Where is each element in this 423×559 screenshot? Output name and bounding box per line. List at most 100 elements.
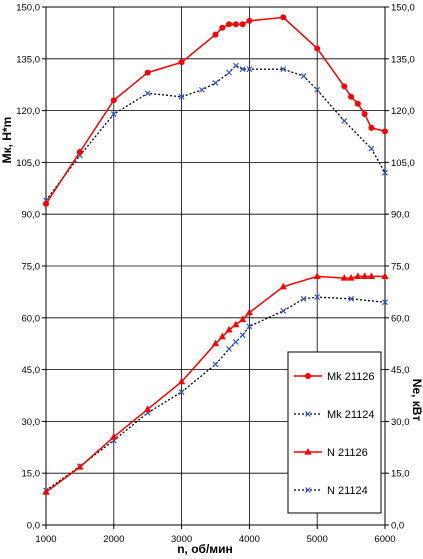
data-point-n-21126: [381, 272, 389, 279]
y-tick-label-right: 120,0: [391, 106, 415, 117]
y-axis-title-right: Ne, кВт: [410, 379, 423, 422]
data-point-mk-21126: [354, 100, 361, 107]
legend-box: [287, 351, 382, 514]
y-tick-label-right: 15,0: [391, 469, 410, 480]
y-tick-label-left: 0,0: [27, 521, 40, 532]
series-n-21126: [42, 272, 389, 495]
data-point-n-21126: [42, 488, 50, 495]
data-point-mk-21126: [226, 21, 233, 28]
legend-label-n-21124: N 21124: [327, 485, 368, 497]
data-point-mk-21126: [178, 59, 185, 66]
data-point-n-21124: [300, 295, 307, 302]
y-tick-label-right: 105,0: [391, 158, 415, 169]
data-point-n-21124: [178, 389, 185, 395]
data-point-n-21124: [239, 332, 246, 338]
y-tick-label-left: 30,0: [22, 417, 41, 428]
y-tick-label-left: 135,0: [16, 54, 40, 65]
data-point-mk-21126: [246, 17, 253, 24]
x-tick-label: 3000: [171, 534, 192, 545]
data-point-mk-21126: [280, 14, 287, 21]
data-point-n-21126: [361, 272, 369, 279]
data-point-mk-21126: [239, 21, 246, 28]
legend-marker-mk-21124: [305, 411, 311, 417]
y-tick-label-left: 15,0: [22, 469, 41, 480]
data-point-mk-21126: [368, 124, 375, 131]
y-tick-label-left: 120,0: [16, 106, 40, 117]
x-tick-label: 2000: [103, 534, 124, 545]
data-point-n-21126: [279, 282, 287, 290]
legend-label-mk-21124: Mk 21124: [327, 409, 375, 421]
y-tick-label-right: 90,0: [391, 210, 410, 221]
data-point-mk-21124: [382, 169, 388, 176]
data-point-n-21126: [340, 274, 348, 281]
y-axis-title-left: Mк, Н*m: [0, 117, 14, 164]
data-point-n-21126: [354, 272, 362, 279]
y-tick-label-right: 150,0: [391, 3, 415, 14]
data-point-n-21126: [367, 272, 376, 279]
data-point-mk-21126: [382, 128, 388, 135]
data-point-mk-21126: [212, 31, 219, 38]
data-point-n-21126: [232, 320, 240, 328]
legend: Mk 21126 Mk 21124 N 21126 N 21124: [287, 351, 382, 514]
data-point-mk-21124: [232, 62, 239, 69]
x-tick-label: 6000: [374, 534, 395, 545]
data-point-mk-21124: [199, 86, 205, 93]
data-point-n-21124: [280, 307, 287, 314]
data-point-mk-21126: [341, 83, 348, 90]
data-point-n-21126: [245, 308, 253, 316]
y-tick-label-right: 45,0: [391, 365, 410, 376]
data-point-mk-21126: [144, 69, 151, 76]
data-point-n-21126: [313, 272, 321, 279]
data-point-mk-21124: [144, 90, 151, 97]
data-point-n-21126: [76, 462, 84, 470]
y-tick-label-right: 60,0: [391, 313, 410, 324]
x-tick-label: 1000: [35, 534, 56, 545]
data-point-mk-21126: [43, 200, 49, 207]
y-tick-label-right: 135,0: [391, 54, 415, 65]
data-point-mk-21124: [300, 73, 307, 79]
data-point-n-21126: [144, 405, 152, 412]
legend-label-n-21126: N 21126: [327, 447, 368, 459]
data-point-mk-21124: [178, 93, 185, 100]
legend-label-mk-21126: Mk 21126: [327, 371, 375, 383]
legend-marker-mk-21126: [305, 373, 311, 379]
y-tick-label-left: 105,0: [16, 158, 40, 169]
tick-labels: 1000 2000 3000 4000 5000 6000 0,0 0,0 15,0 15,0 30…: [16, 3, 415, 546]
data-point-n-21124: [232, 339, 239, 345]
data-point-n-21126: [239, 315, 247, 323]
data-point-n-21124: [314, 294, 321, 301]
data-point-n-21126: [225, 325, 233, 333]
y-tick-label-right: 0,0: [391, 521, 404, 532]
data-point-n-21124: [382, 299, 388, 306]
x-axis-title: n, об/мин: [177, 542, 233, 556]
y-tick-label-left: 45,0: [22, 365, 41, 376]
data-point-mk-21124: [341, 118, 348, 124]
y-tick-label-left: 150,0: [16, 3, 40, 14]
data-point-n-21124: [246, 323, 253, 330]
data-point-n-21124: [348, 295, 355, 302]
y-tick-label-right: 75,0: [391, 262, 410, 273]
data-point-mk-21124: [110, 111, 117, 117]
data-point-mk-21126: [219, 24, 226, 31]
series-mk-21126: [43, 14, 388, 207]
data-point-n-21126: [178, 377, 186, 385]
x-tick-label: 5000: [307, 534, 328, 545]
data-point-n-21126: [218, 332, 226, 340]
data-point-n-21124: [212, 361, 219, 368]
data-point-mk-21124: [280, 66, 287, 73]
data-point-mk-21126: [348, 93, 355, 100]
x-tick-label: 4000: [239, 534, 260, 545]
data-point-mk-21124: [239, 66, 246, 73]
series-line-mk-21124: [45, 64, 386, 201]
data-point-mk-21126: [314, 45, 321, 52]
data-point-mk-21124: [212, 80, 219, 86]
y-tick-label-left: 75,0: [22, 262, 41, 273]
data-point-mk-21126: [110, 97, 117, 104]
data-point-mk-21124: [314, 86, 321, 93]
data-point-n-21126: [347, 274, 355, 281]
y-tick-label-left: 90,0: [22, 210, 41, 221]
data-point-mk-21126: [232, 21, 239, 28]
data-point-n-21126: [110, 432, 118, 440]
y-tick-label-left: 60,0: [22, 313, 41, 324]
